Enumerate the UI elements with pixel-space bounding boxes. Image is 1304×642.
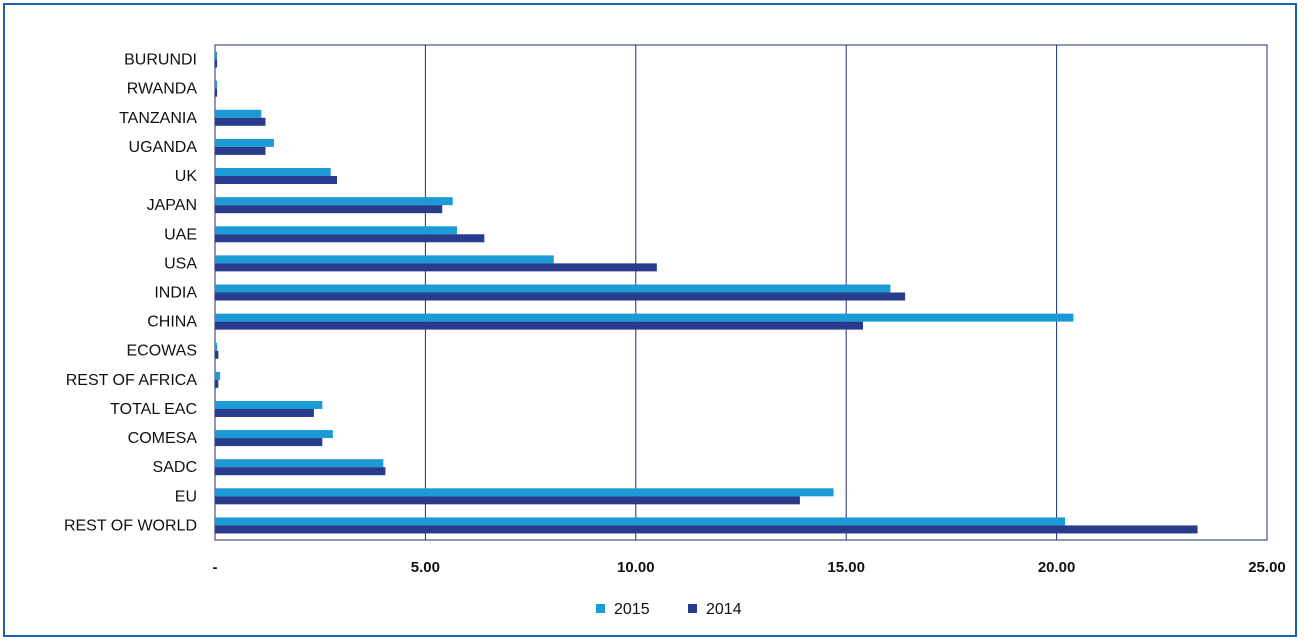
bar-2015-uk [215, 168, 331, 177]
bar-2014-usa [215, 263, 657, 272]
x-tick-labels: - 5.00 10.00 15.00 20.00 25.00 [213, 559, 1286, 576]
bar-2015-uae [215, 226, 457, 235]
bar-2014-china [215, 321, 864, 330]
bar-2015-tanzania [215, 109, 262, 118]
category-label: COMESA [128, 430, 198, 447]
legend: 2015 2014 [596, 601, 742, 618]
bar-2015-rwanda [215, 80, 218, 89]
x-tick-label: 10.00 [617, 559, 655, 576]
category-label: UK [175, 168, 198, 185]
legend-swatch-2014 [688, 604, 697, 613]
bar-2015-burundi [215, 51, 218, 60]
bar-2015-rest-of-africa [215, 371, 221, 380]
category-label: BURUNDI [124, 52, 197, 69]
bar-2014-comesa [215, 438, 323, 447]
bar-2014-uganda [215, 146, 266, 155]
bar-2014-uae [215, 234, 485, 243]
bar-2015-total-eac [215, 400, 323, 409]
category-label: SADC [153, 459, 197, 476]
bar-2015-eu [215, 488, 834, 497]
bar-2014-rwanda [215, 88, 218, 97]
category-label: USA [164, 255, 197, 272]
bar-2015-india [215, 284, 891, 293]
category-label: TANZANIA [119, 110, 197, 127]
bar-2015-comesa [215, 430, 333, 439]
bar-2015-uganda [215, 138, 274, 147]
bar-2014-burundi [215, 59, 218, 68]
x-tick-label: - [213, 559, 218, 576]
bar-2015-japan [215, 197, 453, 206]
bar-2014-ecowas [215, 350, 219, 359]
x-tick-label: 5.00 [411, 559, 440, 576]
bar-2014-tanzania [215, 117, 266, 126]
x-tick-label: 20.00 [1038, 559, 1076, 576]
category-label: RWANDA [127, 81, 198, 98]
bars [215, 51, 1198, 534]
bar-2015-ecowas [215, 342, 218, 351]
legend-swatch-2015 [596, 604, 605, 613]
bar-2015-china [215, 313, 1074, 322]
chart-frame [3, 3, 1297, 637]
category-label: CHINA [147, 314, 197, 331]
category-label: INDIA [154, 285, 197, 302]
category-label: REST OF WORLD [64, 517, 197, 534]
bar-2015-sadc [215, 459, 384, 468]
category-labels: BURUNDI RWANDA TANZANIA UGANDA UK JAPAN UAE USA… [64, 52, 197, 535]
bar-2014-eu [215, 496, 800, 505]
category-label: ECOWAS [126, 343, 197, 360]
bar-2014-uk [215, 176, 338, 185]
category-label: TOTAL EAC [110, 401, 197, 418]
category-label: EU [175, 488, 197, 505]
category-label: REST OF AFRICA [66, 372, 198, 389]
x-tick-label: 25.00 [1248, 559, 1286, 576]
legend-label-2014: 2014 [706, 601, 742, 618]
x-tick-label: 15.00 [827, 559, 865, 576]
category-label: UGANDA [129, 139, 198, 156]
bar-2014-japan [215, 205, 443, 214]
bar-2015-rest-of-world [215, 517, 1066, 526]
bar-2014-india [215, 292, 906, 301]
bar-2014-rest-of-world [215, 525, 1198, 534]
legend-label-2015: 2015 [614, 601, 650, 618]
bar-2014-total-eac [215, 408, 314, 417]
bar-2015-usa [215, 255, 554, 264]
bar-2014-sadc [215, 467, 386, 476]
category-label: JAPAN [147, 197, 197, 214]
category-label: UAE [164, 226, 197, 243]
bar-2014-rest-of-africa [215, 379, 219, 388]
